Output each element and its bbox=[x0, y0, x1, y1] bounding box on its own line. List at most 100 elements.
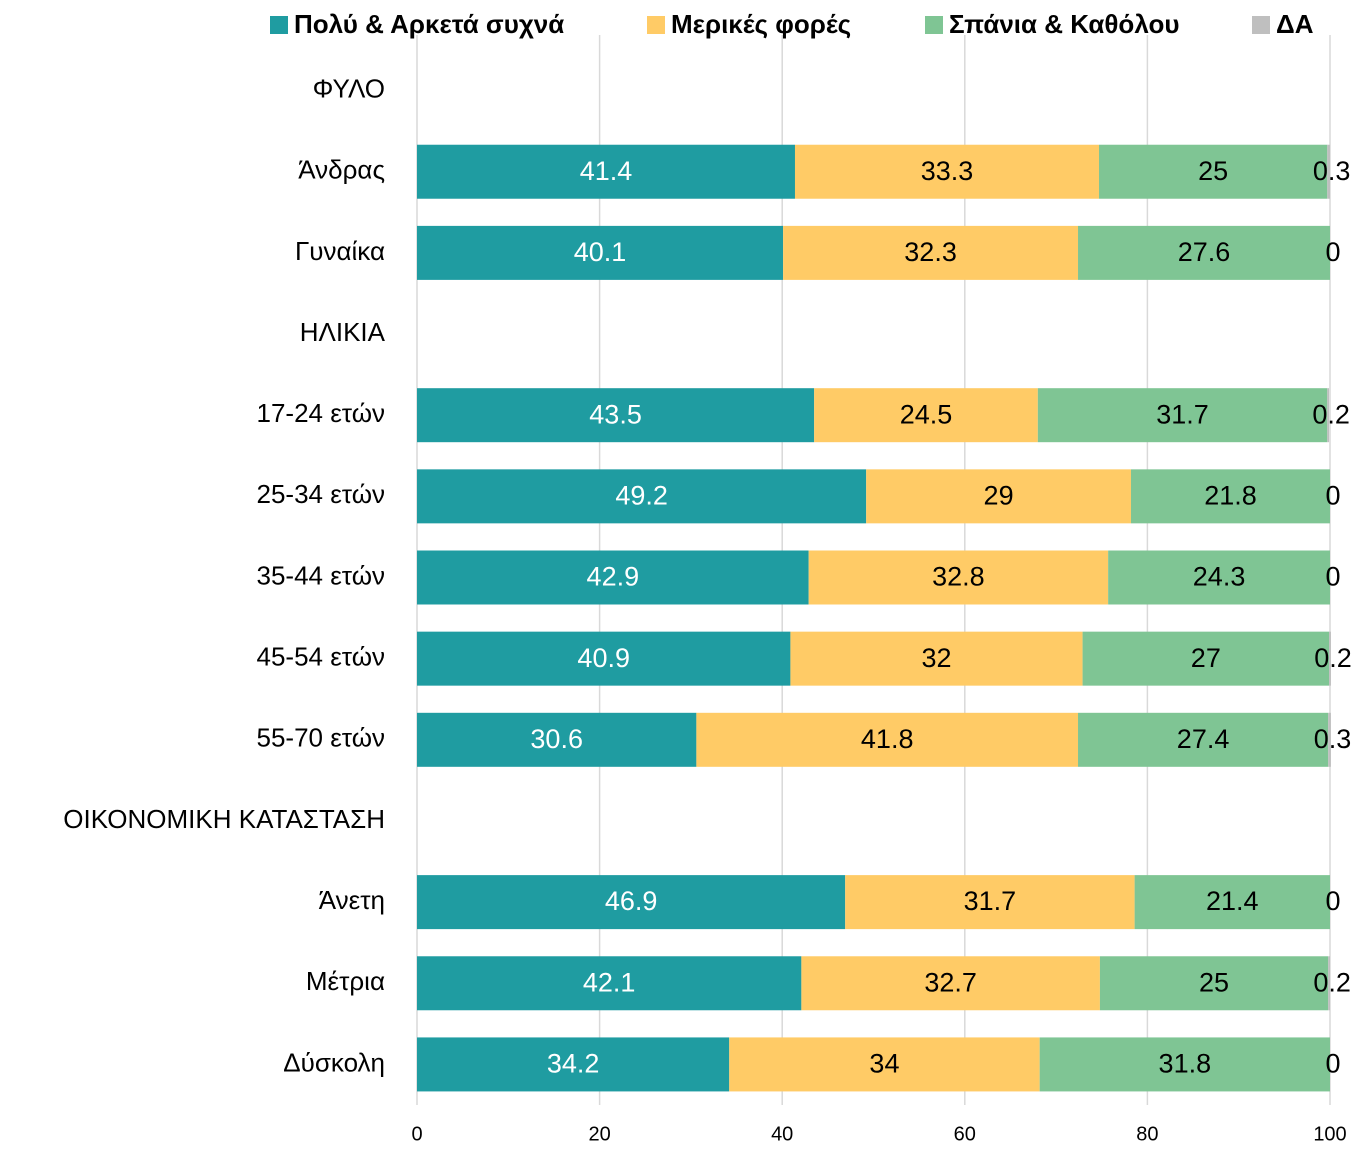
bar-segment bbox=[1328, 956, 1330, 1011]
value-label: 0 bbox=[1325, 480, 1340, 510]
value-label: 21.8 bbox=[1204, 480, 1257, 510]
value-label: 21.4 bbox=[1206, 886, 1259, 916]
y-tick-label: 35-44 ετών bbox=[256, 560, 385, 590]
y-tick-label: Άνετη bbox=[319, 885, 385, 915]
bar-segment bbox=[845, 875, 1135, 930]
value-label: 0.3 bbox=[1313, 156, 1351, 186]
value-label: 0 bbox=[1325, 237, 1340, 267]
bar-segment bbox=[1099, 956, 1329, 1011]
bar-segment bbox=[696, 712, 1079, 767]
value-label: 32 bbox=[921, 643, 951, 673]
value-label: 43.5 bbox=[589, 399, 642, 429]
bar-segment bbox=[790, 631, 1083, 686]
value-label: 27.4 bbox=[1177, 724, 1230, 754]
bar-segment bbox=[808, 550, 1109, 605]
bar-segment bbox=[417, 875, 846, 930]
value-label: 24.5 bbox=[900, 399, 953, 429]
value-label: 34 bbox=[869, 1049, 899, 1079]
y-tick-label: Γυναίκα bbox=[295, 236, 385, 266]
legend-swatch bbox=[1252, 16, 1270, 34]
bar-segment bbox=[417, 469, 867, 524]
value-label: 46.9 bbox=[605, 886, 658, 916]
value-label: 42.9 bbox=[587, 562, 640, 592]
bar-segment bbox=[417, 144, 795, 199]
x-tick-label: 20 bbox=[588, 1123, 610, 1145]
legend-swatch bbox=[647, 16, 665, 34]
value-label: 0.2 bbox=[1313, 967, 1351, 997]
value-label: 40.9 bbox=[577, 643, 630, 673]
bar-segment bbox=[1328, 712, 1331, 767]
legend-swatch bbox=[925, 16, 943, 34]
y-tick-label: Δύσκολη bbox=[283, 1047, 385, 1077]
value-label: 25 bbox=[1199, 967, 1229, 997]
x-tick-label: 0 bbox=[411, 1123, 422, 1145]
value-label: 24.3 bbox=[1193, 562, 1246, 592]
value-label: 0.2 bbox=[1314, 643, 1352, 673]
x-tick-label: 100 bbox=[1313, 1123, 1346, 1145]
legend-label: Μερικές φορές bbox=[671, 9, 851, 39]
y-tick-label: 17-24 ετών bbox=[256, 398, 385, 428]
bar-segment bbox=[417, 388, 815, 443]
value-label: 31.7 bbox=[964, 886, 1017, 916]
bar-segment bbox=[801, 956, 1100, 1011]
value-label: 29 bbox=[984, 480, 1014, 510]
value-label: 0.2 bbox=[1312, 399, 1350, 429]
bar-segment bbox=[729, 1037, 1040, 1092]
x-tick-label: 40 bbox=[771, 1123, 793, 1145]
bar-segment bbox=[417, 956, 802, 1011]
y-tick-label: 45-54 ετών bbox=[256, 642, 385, 672]
bar-segment bbox=[794, 144, 1100, 199]
y-tick-label: Μέτρια bbox=[306, 966, 385, 996]
value-label: 25 bbox=[1198, 156, 1228, 186]
legend-label: Σπάνια & Καθόλου bbox=[949, 9, 1179, 39]
bar-segment bbox=[1039, 1037, 1330, 1092]
y-tick-label: ΟΙΚΟΝΟΜΙΚΗ ΚΑΤΑΣΤΑΣΗ bbox=[63, 804, 385, 834]
bar-segment bbox=[417, 631, 791, 686]
bar-segment bbox=[1327, 388, 1330, 443]
value-label: 0 bbox=[1325, 1049, 1340, 1079]
value-label: 34.2 bbox=[547, 1049, 600, 1079]
x-tick-label: 60 bbox=[954, 1123, 976, 1145]
legend-label: ΔΑ bbox=[1276, 9, 1314, 39]
value-label: 40.1 bbox=[574, 237, 627, 267]
y-tick-label: 55-70 ετών bbox=[256, 723, 385, 753]
y-tick-label: Άνδρας bbox=[298, 155, 385, 185]
legend-label: Πολύ & Αρκετά συχνά bbox=[294, 9, 564, 39]
bar-segment bbox=[1130, 469, 1330, 524]
y-tick-label: 25-34 ετών bbox=[256, 479, 385, 509]
value-label: 27.6 bbox=[1178, 237, 1231, 267]
bar-segment bbox=[1327, 144, 1330, 199]
bar-segment bbox=[417, 550, 809, 605]
y-tick-label: ΗΛΙΚΙΑ bbox=[300, 317, 386, 347]
bar-segment bbox=[1037, 388, 1328, 443]
value-label: 42.1 bbox=[583, 967, 636, 997]
value-label: 32.3 bbox=[904, 237, 957, 267]
value-label: 33.3 bbox=[921, 156, 974, 186]
bar-segment bbox=[417, 1037, 730, 1092]
legend-swatch bbox=[270, 16, 288, 34]
value-label: 0 bbox=[1325, 886, 1340, 916]
bar-segment bbox=[1082, 631, 1330, 686]
value-label: 32.7 bbox=[924, 967, 977, 997]
bar-segment bbox=[1108, 550, 1330, 605]
value-label: 32.8 bbox=[932, 562, 985, 592]
bar-segment bbox=[814, 388, 1038, 443]
bar-segment bbox=[866, 469, 1131, 524]
y-tick-label: ΦΥΛΟ bbox=[313, 73, 385, 103]
value-label: 31.8 bbox=[1159, 1049, 1212, 1079]
bar-segment bbox=[417, 712, 697, 767]
bar-segment bbox=[1329, 631, 1331, 686]
bar-segment bbox=[783, 225, 1079, 280]
bar-segment bbox=[1099, 144, 1328, 199]
bar-segment bbox=[417, 225, 784, 280]
bar-segment bbox=[1134, 875, 1330, 930]
value-label: 0 bbox=[1325, 562, 1340, 592]
value-label: 0.3 bbox=[1314, 724, 1352, 754]
value-label: 49.2 bbox=[615, 480, 668, 510]
bar-segment bbox=[1078, 712, 1329, 767]
value-label: 30.6 bbox=[530, 724, 583, 754]
value-label: 41.4 bbox=[580, 156, 633, 186]
x-tick-label: 80 bbox=[1136, 1123, 1158, 1145]
bar-segment bbox=[1078, 225, 1330, 280]
